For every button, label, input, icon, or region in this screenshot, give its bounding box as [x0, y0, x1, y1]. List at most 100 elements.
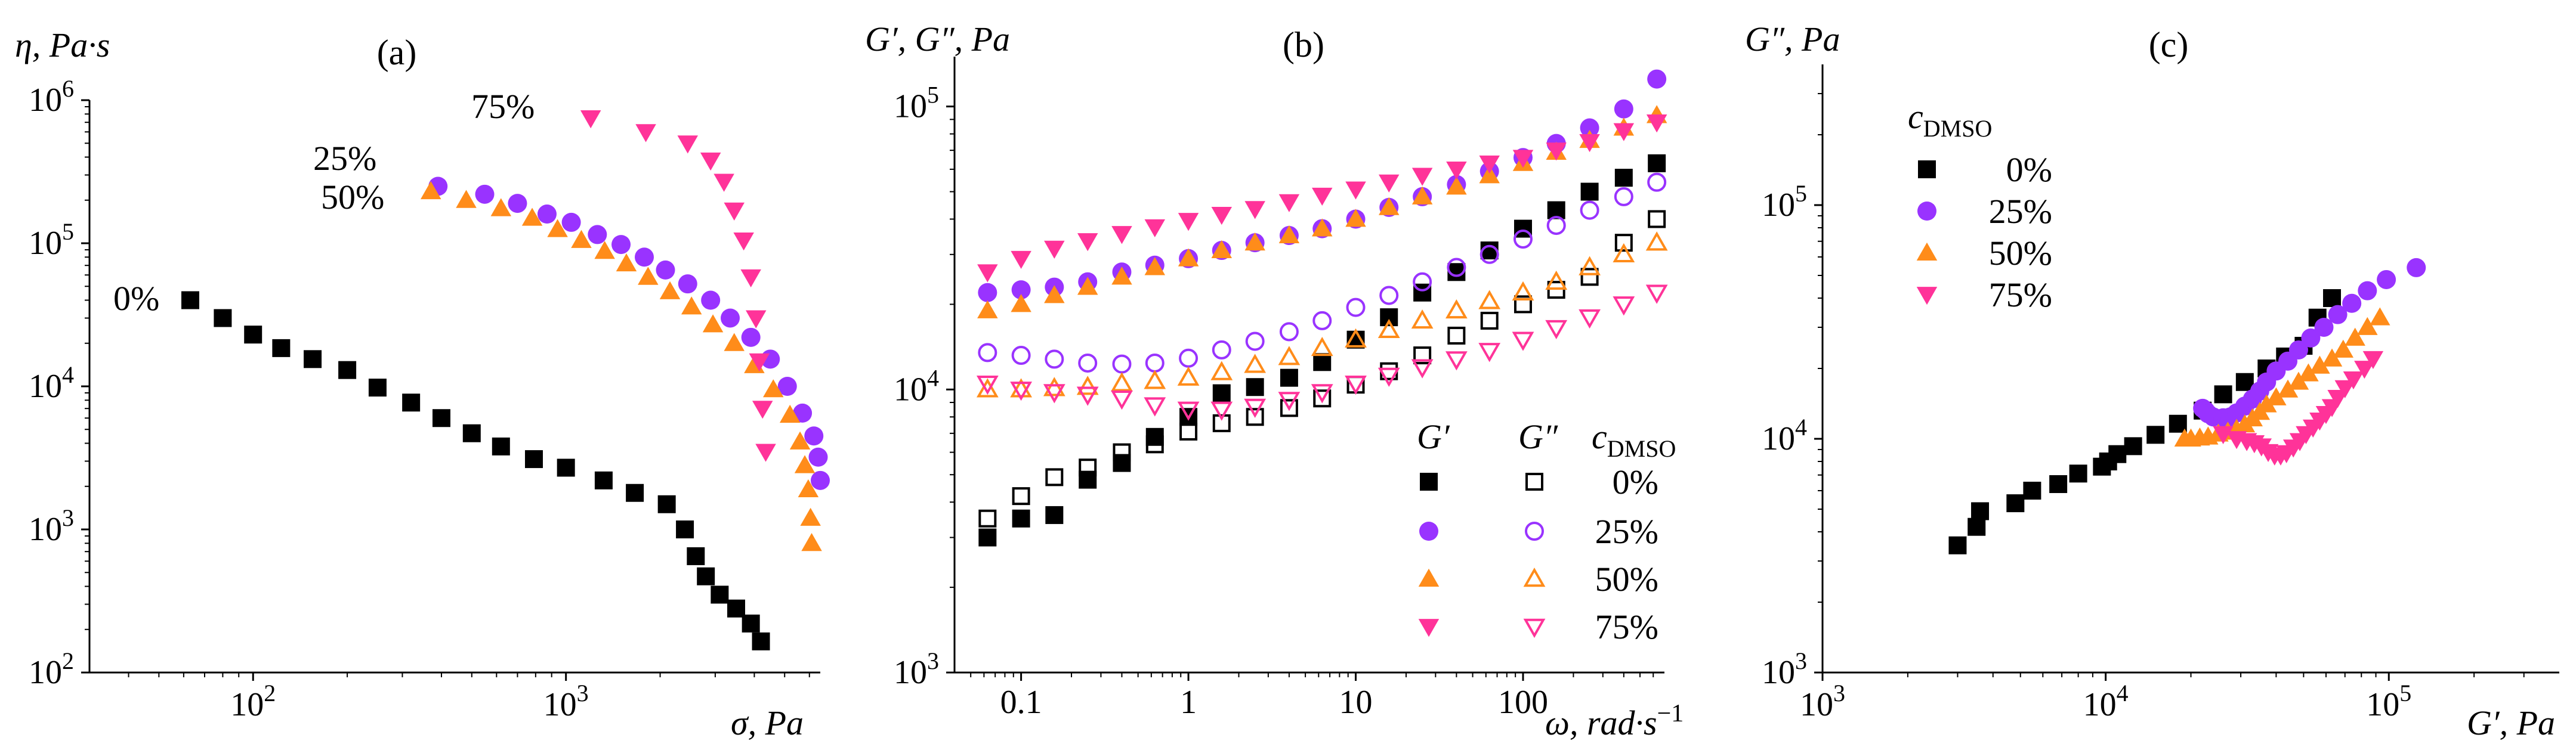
- panel-b-legend-marker-open-0: [1525, 473, 1543, 491]
- x-tick-label-base: 10: [2366, 686, 2399, 723]
- panel-a-point-1-9: [678, 274, 697, 294]
- y-tick-label-base: 10: [29, 654, 62, 691]
- panel-a-point-0-6: [368, 379, 387, 397]
- panel-a-point-2-2: [490, 198, 512, 216]
- panel-b-point-1-9: [1280, 399, 1298, 417]
- panel-a-point-2-14: [763, 379, 784, 398]
- panel-a-point-1-11: [721, 308, 740, 328]
- panel-a-point-0-5: [338, 361, 357, 379]
- panel-b-point-0-7: [1212, 384, 1231, 402]
- y-tick-label-exp: 6: [62, 75, 74, 102]
- panel-c-point-0-4: [2023, 481, 2041, 500]
- y-tick-label-base: 10: [894, 371, 927, 408]
- panel-b-legend-marker-solid-3: [1418, 619, 1440, 637]
- panel-a-point-2-10: [681, 296, 702, 315]
- y-tick-label-base: 10: [29, 82, 62, 119]
- panel-b-point-7-5: [1144, 397, 1166, 417]
- panel-b-point-7-17: [1545, 320, 1568, 340]
- y-tick-label-base: 10: [1762, 654, 1795, 691]
- panel-a-point-2-12: [724, 333, 745, 351]
- x-tick-label: 1: [1180, 684, 1197, 721]
- panel-b-point-6-1: [1011, 250, 1031, 269]
- panel-a-point-2-7: [616, 253, 637, 272]
- panel-c-legend-label-0: 0%: [2006, 150, 2052, 189]
- y-tick-label-exp: 2: [62, 647, 74, 674]
- panel-c-point-1-17: [2342, 293, 2362, 313]
- panel-b-legend-rows: 0% 25% 50% 75%: [1418, 463, 1658, 646]
- panel-b-point-4-6: [1178, 248, 1199, 267]
- panel-b-point-4-13: [1411, 186, 1433, 204]
- panel-a-point-2-18: [798, 479, 819, 498]
- panel-c-point-1-16: [2328, 305, 2348, 324]
- y-tick-label: 103: [1762, 647, 1807, 691]
- panel-b-point-4-2: [1044, 285, 1065, 303]
- panel-b-legend-marker-open-3: [1523, 618, 1546, 638]
- panel-b-point-3-8: [1245, 331, 1265, 351]
- panel-c-point-1-15: [2314, 317, 2334, 337]
- panel-b-point-4-3: [1077, 277, 1098, 295]
- panel-c-legend-title: cDMSO: [1908, 97, 1992, 142]
- panel-b-point-5-9: [1278, 346, 1301, 365]
- panel-b-point-1-3: [1079, 458, 1097, 477]
- panel-a-point-2-3: [521, 207, 543, 226]
- panel-b-point-3-18: [1580, 200, 1599, 220]
- panel-b-legend-marker-solid-0: [1420, 473, 1438, 491]
- panel-b-point-0-10: [1313, 353, 1332, 371]
- panel-a-point-0-21: [742, 614, 760, 633]
- panel-a-point-0-7: [402, 393, 421, 412]
- panel-b-point-4-14: [1446, 176, 1467, 195]
- panel-c-point-1-20: [2407, 258, 2426, 277]
- panel-b-point-2-1: [1011, 280, 1031, 300]
- x-tick-label-base: 10: [2083, 686, 2117, 723]
- panel-a-point-1-7: [635, 247, 654, 267]
- panel-a-point-0-17: [687, 547, 705, 565]
- panel-a-point-1-3: [537, 204, 557, 224]
- y-tick-label: 106: [29, 75, 74, 119]
- panel-c-point-0-0: [1948, 536, 1967, 554]
- panel-a-point-2-20: [801, 533, 822, 551]
- panel-a-point-3-4: [714, 173, 734, 192]
- panel-b-point-5-15: [1478, 290, 1501, 309]
- panel-b-point-5-18: [1579, 256, 1601, 275]
- panel-b-point-5-8: [1244, 354, 1267, 373]
- x-tick-label-exp: 2: [264, 680, 276, 706]
- x-tick-label: 103: [543, 680, 589, 723]
- y-tick-label: 104: [894, 364, 939, 408]
- panel-b-legend-label-2: 50%: [1595, 560, 1658, 599]
- panel-b-point-7-15: [1478, 343, 1501, 362]
- x-tick-label: 100: [1498, 684, 1548, 721]
- y-tick-label: 103: [894, 647, 939, 691]
- panel-b-legend-head-c: cDMSO: [1592, 417, 1676, 462]
- panel-b-point-0-2: [1045, 506, 1064, 524]
- panel-b-legend-head-gp: G′: [1417, 417, 1450, 456]
- y-tick-label-exp: 4: [62, 361, 74, 388]
- panel-b-point-1-4: [1113, 443, 1131, 461]
- panel-b-point-3-14: [1447, 258, 1466, 277]
- panel-c-xlabel: G′, Pa: [2467, 704, 2555, 742]
- panel-a-point-0-13: [594, 471, 613, 489]
- panel-a-point-2-1: [456, 190, 477, 208]
- panel-a-annot-25: 25%: [313, 139, 376, 178]
- panel-b-legend-label-0: 0%: [1613, 463, 1658, 501]
- panel-b-point-1-17: [1547, 281, 1565, 299]
- panel-b-point-7-0: [976, 376, 999, 395]
- panel-a-marks: [181, 110, 830, 650]
- panel-b-point-4-8: [1244, 232, 1265, 251]
- panel-b-ylabel: G′, G″, Pa: [865, 20, 1010, 58]
- x-tick-label-exp: 3: [577, 680, 589, 706]
- panel-a-annot-0: 0%: [113, 279, 159, 318]
- panel-c-legend-label-3: 75%: [1989, 275, 2052, 314]
- panel-a-point-0-16: [676, 520, 694, 538]
- panel-c-legend-title-sub: DMSO: [1923, 115, 1993, 142]
- panel-b-point-4-7: [1211, 240, 1233, 258]
- y-tick-label: 105: [894, 82, 939, 125]
- panel-a-point-3-7: [740, 269, 761, 288]
- panel-b-point-2-0: [978, 283, 997, 302]
- panel-b-legend-marker-solid-1: [1419, 522, 1438, 541]
- panel-b-point-7-19: [1613, 296, 1635, 316]
- panel-b-point-7-16: [1512, 331, 1534, 351]
- panel-a-point-3-3: [700, 152, 721, 171]
- panel-b-point-7-18: [1579, 309, 1601, 329]
- panel-b-point-5-3: [1076, 376, 1099, 395]
